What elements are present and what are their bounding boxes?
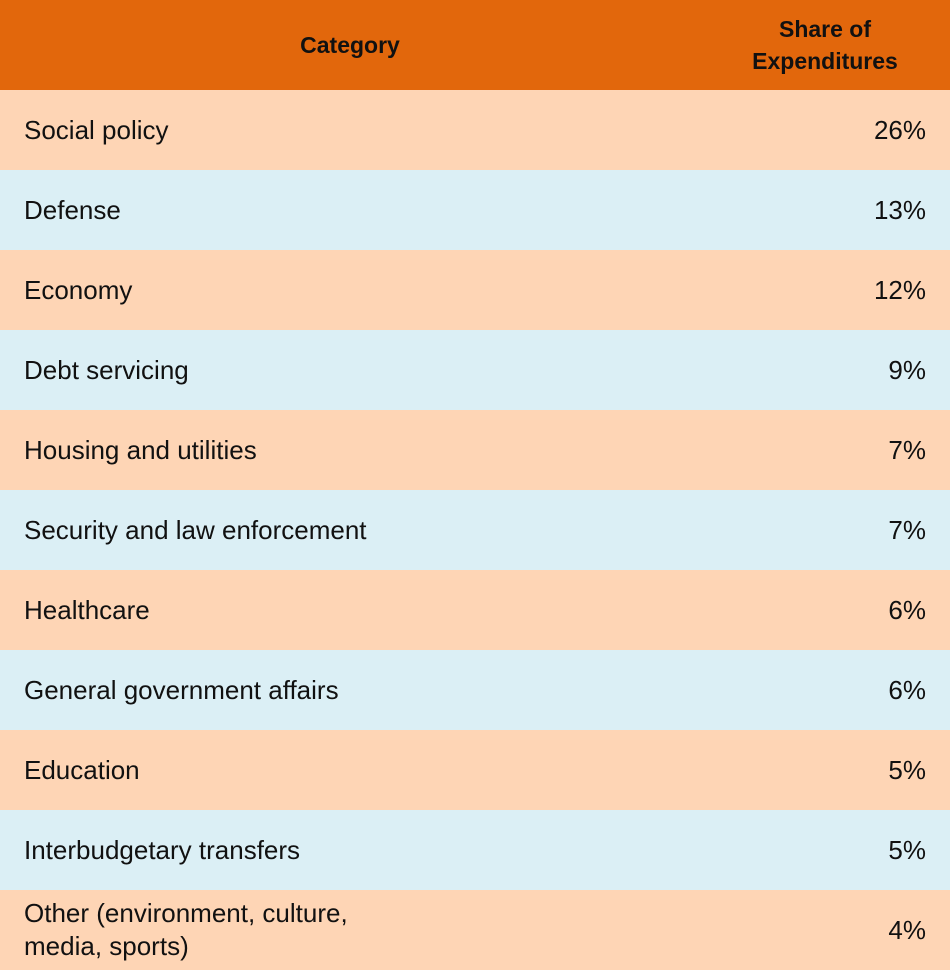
- row-share: 9%: [888, 354, 926, 385]
- row-category: Social policy: [24, 114, 169, 145]
- table-row: Education 5%: [0, 730, 950, 810]
- table-row: Healthcare 6%: [0, 570, 950, 650]
- row-share: 5%: [888, 834, 926, 865]
- row-share: 7%: [888, 514, 926, 545]
- table-row: Interbudgetary transfers 5%: [0, 810, 950, 890]
- table-row: General government affairs 6%: [0, 650, 950, 730]
- row-category: General government affairs: [24, 674, 339, 705]
- row-category: Other (environment, culture, media, spor…: [24, 898, 348, 961]
- row-share: 4%: [888, 914, 926, 945]
- row-share: 6%: [888, 594, 926, 625]
- row-category: Security and law enforcement: [24, 514, 367, 545]
- table-row: Debt servicing 9%: [0, 330, 950, 410]
- table-row: Other (environment, culture, media, spor…: [0, 890, 950, 970]
- header-share: Share of Expenditures: [752, 16, 898, 74]
- row-share: 7%: [888, 434, 926, 465]
- row-category: Defense: [24, 194, 121, 225]
- table-row: Economy 12%: [0, 250, 950, 330]
- row-share: 26%: [873, 114, 926, 145]
- row-share: 12%: [873, 274, 926, 305]
- row-category: Debt servicing: [24, 354, 189, 385]
- row-category: Interbudgetary transfers: [24, 834, 301, 865]
- header-category: Category: [300, 32, 400, 58]
- row-category: Economy: [24, 274, 133, 305]
- table-body: Social policy 26% Defense 13% Economy 12…: [0, 90, 950, 970]
- row-share: 6%: [888, 674, 926, 705]
- row-category: Education: [24, 754, 140, 785]
- row-category: Healthcare: [24, 594, 150, 625]
- table-row: Security and law enforcement 7%: [0, 490, 950, 570]
- table-row: Defense 13%: [0, 170, 950, 250]
- table-row: Housing and utilities 7%: [0, 410, 950, 490]
- table-header: Category Share of Expenditures: [0, 0, 950, 90]
- row-category: Housing and utilities: [24, 434, 257, 465]
- row-share: 5%: [888, 754, 926, 785]
- row-share: 13%: [873, 194, 926, 225]
- table-row: Social policy 26%: [0, 90, 950, 170]
